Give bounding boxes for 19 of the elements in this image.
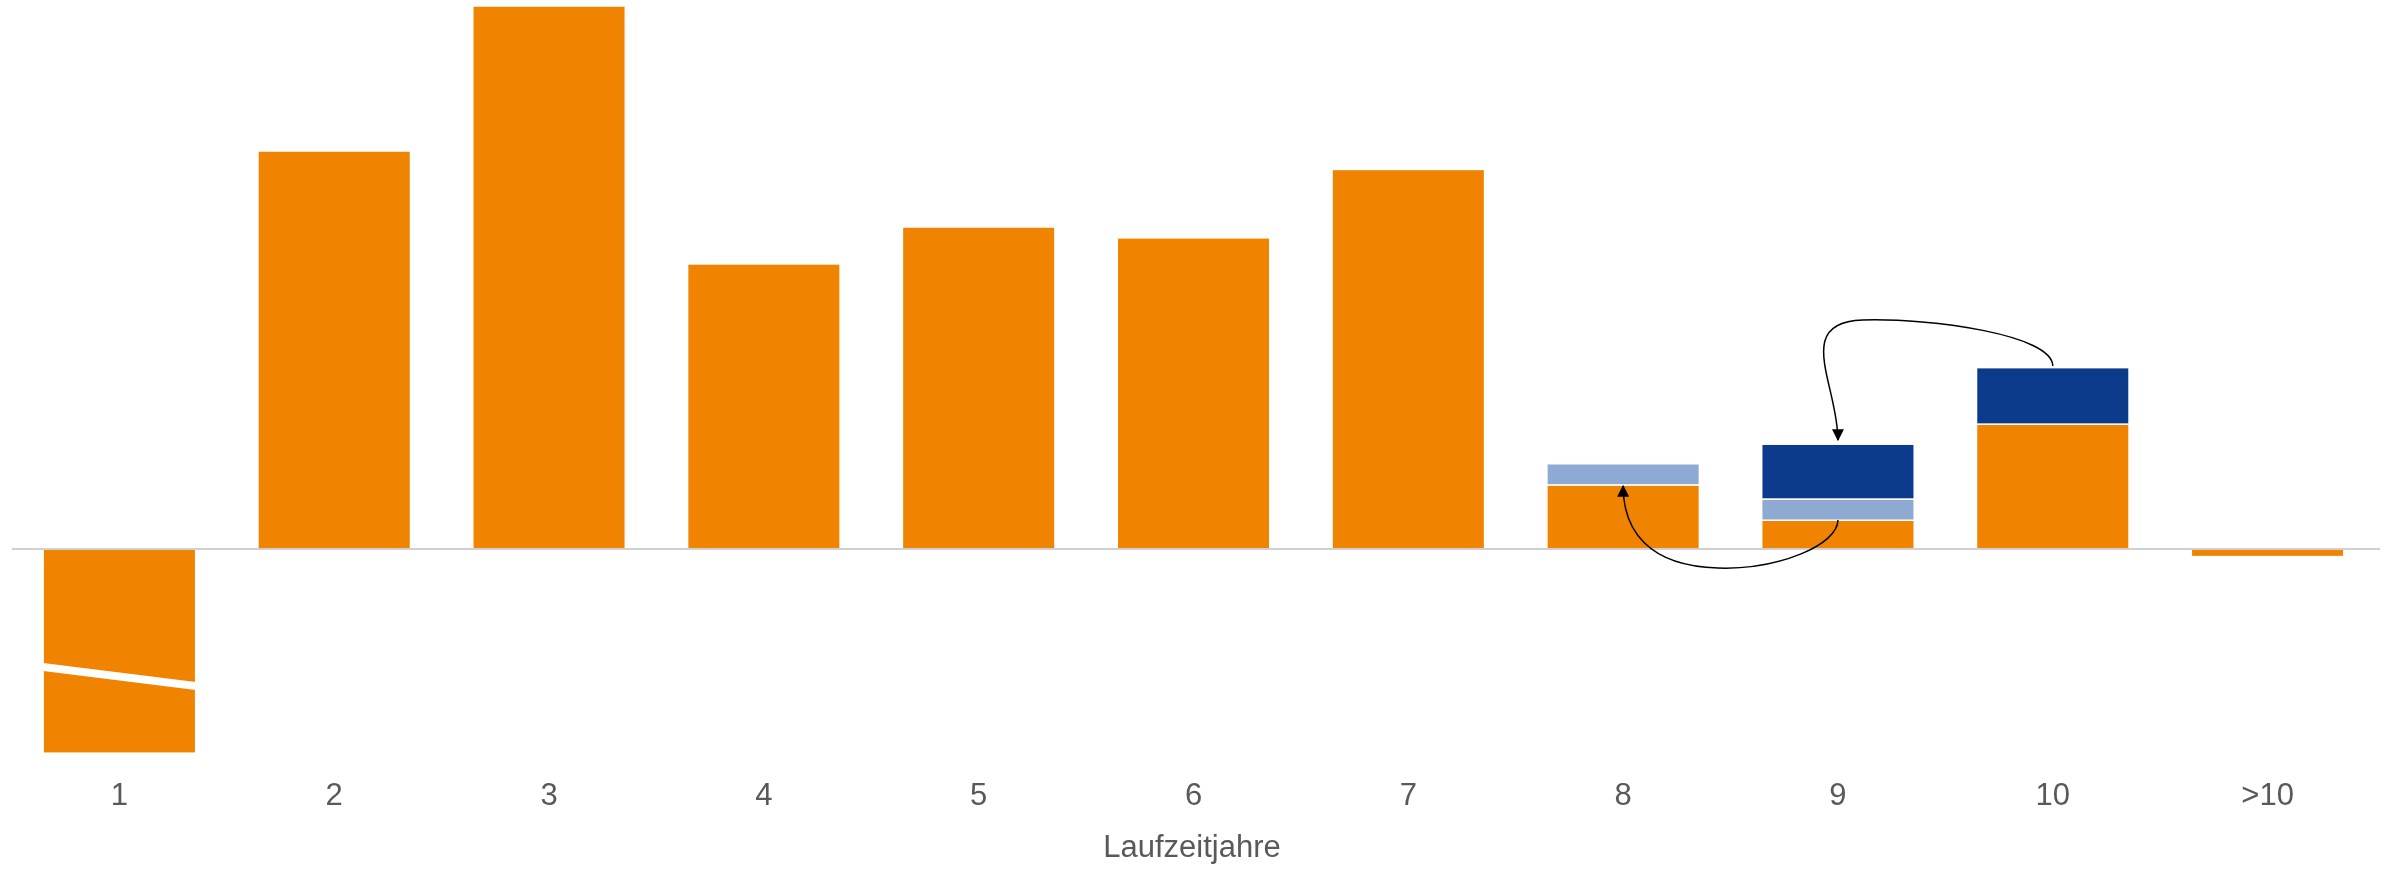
- x-tick-label: >10: [2241, 777, 2294, 812]
- x-tick-label: 8: [1614, 777, 1632, 812]
- x-tick-label: 3: [540, 777, 558, 812]
- x-tick-label: 2: [325, 777, 343, 812]
- x-tick-label: 1: [110, 777, 129, 812]
- bar: [1331, 168, 1486, 550]
- bar: [42, 548, 197, 754]
- bar: [686, 263, 841, 550]
- bar: [1116, 237, 1271, 550]
- x-tick-label: 4: [755, 777, 773, 812]
- x-axis-title: Laufzeitjahre: [1103, 829, 1281, 864]
- x-tick-label: 7: [1399, 777, 1417, 812]
- bar: [257, 150, 412, 550]
- x-tick-label: 5: [970, 777, 988, 812]
- x-tick-label: 10: [2035, 777, 2071, 812]
- bar: [472, 5, 627, 550]
- x-tick-label: 6: [1184, 777, 1203, 812]
- bar: [901, 226, 1056, 550]
- x-tick-label: 9: [1829, 777, 1847, 812]
